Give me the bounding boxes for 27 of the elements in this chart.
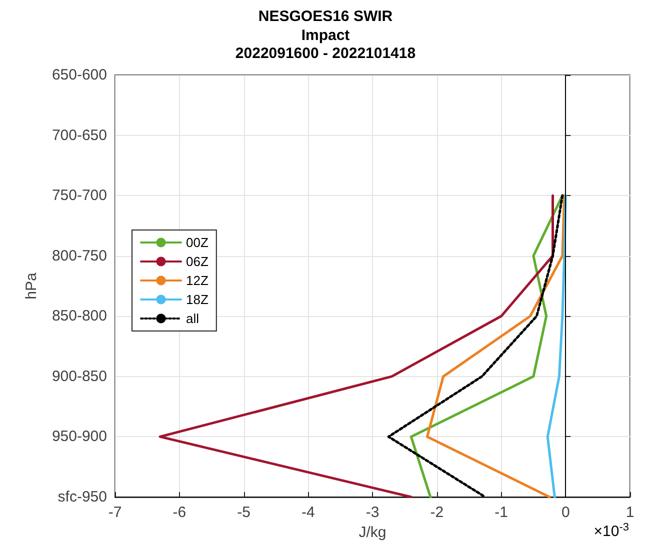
x-axis-title: J/kg	[358, 524, 386, 541]
x-tick-label: -2	[430, 504, 444, 521]
y-tick-label: 650-600	[52, 66, 107, 84]
legend-label: all	[186, 311, 200, 326]
legend-label: 00Z	[186, 235, 208, 250]
x-tick-label: -5	[237, 504, 250, 521]
chart-title: NESGOES16 SWIR	[258, 8, 393, 25]
x-tick-label: -1	[494, 504, 508, 521]
legend-label: 06Z	[186, 254, 208, 269]
legend-label: 18Z	[186, 292, 208, 307]
text: 2022091600 - 2022101418	[235, 45, 416, 62]
y-tick-label: sfc-950	[58, 488, 107, 506]
y-tick-label: 750-700	[52, 187, 107, 204]
x-tick-label: -3	[366, 504, 380, 521]
chart-subtitle: Impact	[301, 27, 350, 44]
x-tick-label: -4	[301, 504, 315, 521]
y-tick-label: 900-850	[52, 368, 107, 385]
y-axis-title: hPa	[23, 272, 40, 300]
x-tick-label: 1	[626, 504, 634, 521]
y-tick-label: 800-750	[52, 247, 107, 264]
y-tick-label: 700-650	[52, 126, 107, 144]
legend-label: 12Z	[186, 273, 208, 288]
y-tick-label: 950-900	[52, 428, 107, 446]
x-tick-label: -7	[108, 504, 122, 521]
x-tick-label: -6	[172, 504, 186, 521]
y-tick-label: 850-800	[52, 308, 107, 325]
x-tick-label: 0	[561, 504, 570, 521]
